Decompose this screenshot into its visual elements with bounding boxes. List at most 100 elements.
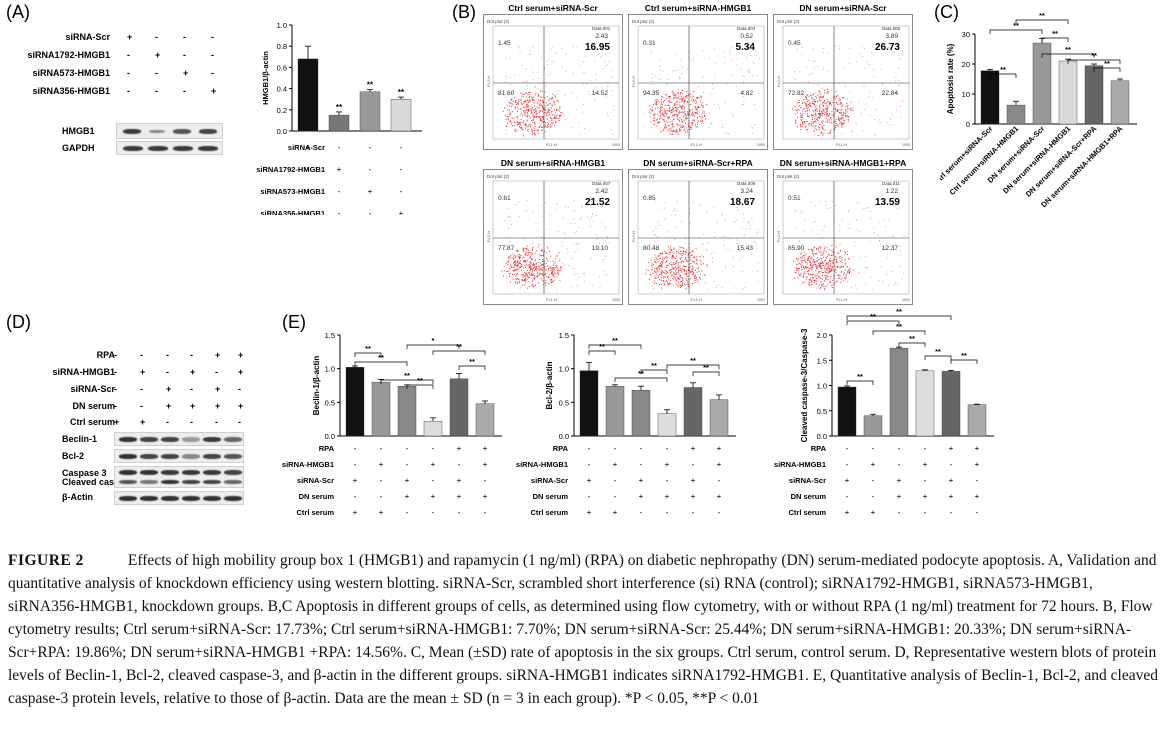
matrix-sign: +: [431, 492, 436, 501]
significance-bracket: [846, 315, 952, 320]
bar: [359, 91, 381, 132]
matrix-sign: -: [380, 476, 383, 485]
bar: [967, 404, 987, 437]
y-tick-label: 0.4: [277, 85, 287, 94]
matrix-sign: +: [717, 460, 722, 469]
matrix-sign: +: [379, 508, 384, 517]
axis-y-label: FL2-H: [776, 231, 781, 242]
bar: [1006, 104, 1026, 125]
blot-a-row-label: siRNA573-HMGB1: [32, 68, 110, 78]
matrix-row-label: siRNA-Scr: [297, 476, 334, 485]
significance-bracket: [666, 364, 720, 369]
matrix-sign: -: [588, 492, 591, 501]
quadrant-upper-right: 3.24: [740, 188, 753, 195]
matrix-sign: -: [924, 476, 927, 485]
matrix-row-label: Ctrl serum: [788, 508, 826, 517]
significance-bracket: [989, 73, 1017, 78]
significance-label: **: [935, 347, 941, 356]
data-id: Data.011: [882, 181, 900, 186]
blot-d-sign: -: [140, 384, 143, 394]
plot-frame: [492, 25, 620, 140]
blot-d-sign: +: [238, 401, 244, 411]
significance-bracket: [614, 377, 668, 382]
y-tick-label: 30: [962, 30, 970, 39]
flow-plot: Dot plot (2) 0.85 Data.009 3.24 18.67 80.48 15…: [628, 169, 768, 305]
matrix-row-label: siRNA356-HMGB1: [260, 209, 325, 215]
flow-plot-title: DN serum+siRNA-HMGB1+RPA: [779, 158, 907, 168]
matrix-sign: -: [718, 508, 721, 517]
matrix-sign: -: [614, 476, 617, 485]
blot-d-sign: -: [140, 350, 143, 360]
y-tick-label: 0.6: [277, 63, 287, 72]
matrix-sign: +: [399, 209, 404, 215]
plot-header: Dot plot (2): [777, 19, 800, 24]
plot-header: Dot plot (2): [777, 174, 800, 179]
matrix-sign: +: [639, 476, 644, 485]
matrix-sign: +: [897, 492, 902, 501]
bar: [390, 98, 412, 132]
bar: [657, 413, 677, 437]
flow-plot: Dot plot (2) 1.45 Data.001 2.43 16.95 81.60 14…: [483, 14, 623, 150]
matrix-sign: -: [338, 209, 341, 215]
significance-label: **: [896, 322, 902, 331]
blot-a-row-label: siRNA-Scr: [65, 32, 110, 42]
matrix-sign: +: [483, 460, 488, 469]
caption-text: Effects of high mobility group box 1 (HM…: [8, 552, 1159, 707]
significance-bracket: [354, 361, 408, 366]
significance-label: **: [336, 103, 343, 112]
quadrant-lower-right: 22.84: [882, 90, 899, 97]
blot-d-row-label: Ctrl serum: [69, 417, 115, 427]
matrix-sign: +: [353, 508, 358, 517]
blot-a-sign: -: [211, 50, 214, 60]
matrix-sign: -: [692, 460, 695, 469]
quadrant-lower-right: 4.82: [740, 90, 753, 97]
plot-header: Dot plot (2): [632, 19, 655, 24]
matrix-row-label: siRNA-Scr: [288, 143, 325, 152]
quadrant-lower-left: 94.35: [643, 90, 660, 97]
significance-label: **: [1065, 45, 1071, 54]
scatter-cloud: [501, 200, 610, 291]
flow-plot: Dot plot (2) 0.61 Data.007 2.42 21.52 77.87 19…: [483, 169, 623, 305]
data-id: Data.007: [592, 181, 611, 186]
significance-bracket: [588, 350, 616, 355]
plot-header: Dot plot (2): [487, 174, 510, 179]
blot-a-sign: +: [127, 32, 133, 42]
y-tick-label: 0.5: [559, 398, 569, 407]
flow-plot-title: Ctrl serum+siRNA-HMGB1: [644, 3, 752, 13]
quadrant-lower-right: 19.10: [592, 245, 609, 252]
flow-plot-title: DN serum+siRNA-Scr+RPA: [643, 158, 753, 168]
significance-bracket: [846, 380, 874, 385]
quadrant-upper-right: 3.89: [885, 33, 898, 40]
matrix-sign: -: [898, 444, 901, 453]
matrix-sign: +: [613, 508, 618, 517]
blot-d-sign: +: [166, 384, 172, 394]
quadrant-upper-right: 1.22: [885, 188, 898, 195]
blot-a-sign: -: [127, 86, 130, 96]
matrix-sign: +: [975, 444, 980, 453]
matrix-sign: -: [400, 187, 403, 196]
matrix-row-label: siRNA573-HMGB1: [260, 187, 325, 196]
significance-bracket: [924, 355, 952, 360]
panel-d-blot: RPA siRNA-HMGB1 siRNA-Scr DN serum Ctrl seru…: [0, 340, 250, 510]
y-tick-label: 1.0: [325, 365, 335, 374]
axis-x-label: FL1-H: [836, 297, 847, 302]
bar: [915, 370, 935, 437]
panel-label-c: (C): [934, 2, 959, 22]
blot-d-sign: -: [114, 401, 117, 411]
significance-bracket: [406, 384, 434, 389]
matrix-row-label: RPA: [319, 444, 335, 453]
matrix-sign: +: [923, 492, 928, 501]
blot-a-band-label: GAPDH: [62, 143, 95, 153]
blot-d-row-label: siRNA-Scr: [70, 384, 115, 394]
matrix-sign: +: [691, 492, 696, 501]
significance-bracket: [432, 350, 486, 355]
matrix-sign: -: [354, 460, 357, 469]
bar: [297, 58, 319, 132]
axis-y-label: FL2-H: [486, 76, 491, 87]
significance-bracket: [1041, 37, 1069, 42]
blot-d-sign: +: [215, 401, 221, 411]
axis-x-label: FL1-H: [836, 142, 847, 147]
matrix-sign: -: [354, 492, 357, 501]
plot-header: Dot plot (2): [487, 19, 510, 24]
matrix-sign: -: [458, 460, 461, 469]
